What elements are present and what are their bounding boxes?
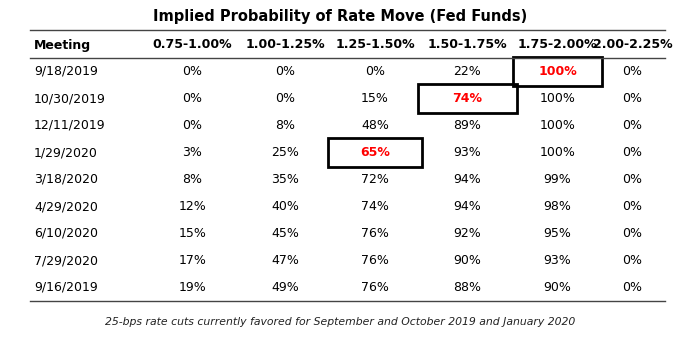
Text: 25-bps rate cuts currently favored for September and October 2019 and January 20: 25-bps rate cuts currently favored for S… (105, 317, 575, 327)
Text: 0%: 0% (275, 65, 295, 78)
Text: 0%: 0% (182, 119, 203, 132)
Text: 25%: 25% (271, 146, 299, 159)
Text: 76%: 76% (361, 254, 389, 267)
Text: 8%: 8% (275, 119, 295, 132)
Text: 0%: 0% (622, 200, 643, 213)
Bar (513, 57, 602, 86)
Text: 74%: 74% (452, 92, 483, 105)
Text: 0%: 0% (622, 227, 643, 240)
Text: 0%: 0% (622, 92, 643, 105)
Text: 88%: 88% (454, 281, 481, 294)
Text: 40%: 40% (271, 200, 299, 213)
Text: 92%: 92% (454, 227, 481, 240)
Text: 3/18/2020: 3/18/2020 (34, 173, 98, 186)
Text: 1.00-1.25%: 1.00-1.25% (245, 39, 325, 52)
Text: 12%: 12% (179, 200, 206, 213)
Text: 0%: 0% (622, 146, 643, 159)
Text: 12/11/2019: 12/11/2019 (34, 119, 105, 132)
Text: 19%: 19% (179, 281, 206, 294)
Text: 0%: 0% (275, 92, 295, 105)
Text: 0%: 0% (622, 173, 643, 186)
Text: 15%: 15% (361, 92, 389, 105)
Text: 2.00-2.25%: 2.00-2.25% (593, 39, 673, 52)
Text: 1.50-1.75%: 1.50-1.75% (428, 39, 507, 52)
Text: 65%: 65% (360, 146, 390, 159)
Text: 1/29/2020: 1/29/2020 (34, 146, 98, 159)
Text: 98%: 98% (543, 200, 571, 213)
Text: 7/29/2020: 7/29/2020 (34, 254, 98, 267)
Text: 9/16/2019: 9/16/2019 (34, 281, 98, 294)
Text: 1.25-1.50%: 1.25-1.50% (335, 39, 415, 52)
Text: 93%: 93% (543, 254, 571, 267)
Text: 76%: 76% (361, 227, 389, 240)
Text: 10/30/2019: 10/30/2019 (34, 92, 106, 105)
Text: 4/29/2020: 4/29/2020 (34, 200, 98, 213)
Text: 0%: 0% (182, 92, 203, 105)
Text: 93%: 93% (454, 146, 481, 159)
Text: 89%: 89% (454, 119, 481, 132)
Text: 90%: 90% (543, 281, 571, 294)
Text: 0%: 0% (622, 119, 643, 132)
Text: 0%: 0% (365, 65, 385, 78)
Bar (418, 84, 517, 113)
Text: Implied Probability of Rate Move (Fed Funds): Implied Probability of Rate Move (Fed Fu… (153, 8, 527, 24)
Text: 90%: 90% (454, 254, 481, 267)
Text: 95%: 95% (543, 227, 571, 240)
Bar (328, 138, 422, 167)
Text: 99%: 99% (543, 173, 571, 186)
Text: 94%: 94% (454, 173, 481, 186)
Text: 100%: 100% (539, 146, 575, 159)
Text: 0%: 0% (622, 65, 643, 78)
Text: 45%: 45% (271, 227, 299, 240)
Text: 72%: 72% (361, 173, 389, 186)
Text: 100%: 100% (539, 119, 575, 132)
Text: 8%: 8% (182, 173, 203, 186)
Text: 17%: 17% (179, 254, 207, 267)
Text: 76%: 76% (361, 281, 389, 294)
Text: 0%: 0% (622, 281, 643, 294)
Text: 3%: 3% (182, 146, 203, 159)
Text: 35%: 35% (271, 173, 299, 186)
Text: 100%: 100% (539, 92, 575, 105)
Text: 15%: 15% (179, 227, 207, 240)
Text: 74%: 74% (361, 200, 389, 213)
Text: 48%: 48% (361, 119, 389, 132)
Text: 94%: 94% (454, 200, 481, 213)
Text: 22%: 22% (454, 65, 481, 78)
Text: 100%: 100% (538, 65, 577, 78)
Text: 0%: 0% (622, 254, 643, 267)
Text: 1.75-2.00%: 1.75-2.00% (517, 39, 597, 52)
Text: 49%: 49% (271, 281, 299, 294)
Text: 6/10/2020: 6/10/2020 (34, 227, 98, 240)
Text: 9/18/2019: 9/18/2019 (34, 65, 98, 78)
Text: 47%: 47% (271, 254, 299, 267)
Text: 0%: 0% (182, 65, 203, 78)
Text: Meeting: Meeting (34, 39, 91, 52)
Text: 0.75-1.00%: 0.75-1.00% (153, 39, 233, 52)
